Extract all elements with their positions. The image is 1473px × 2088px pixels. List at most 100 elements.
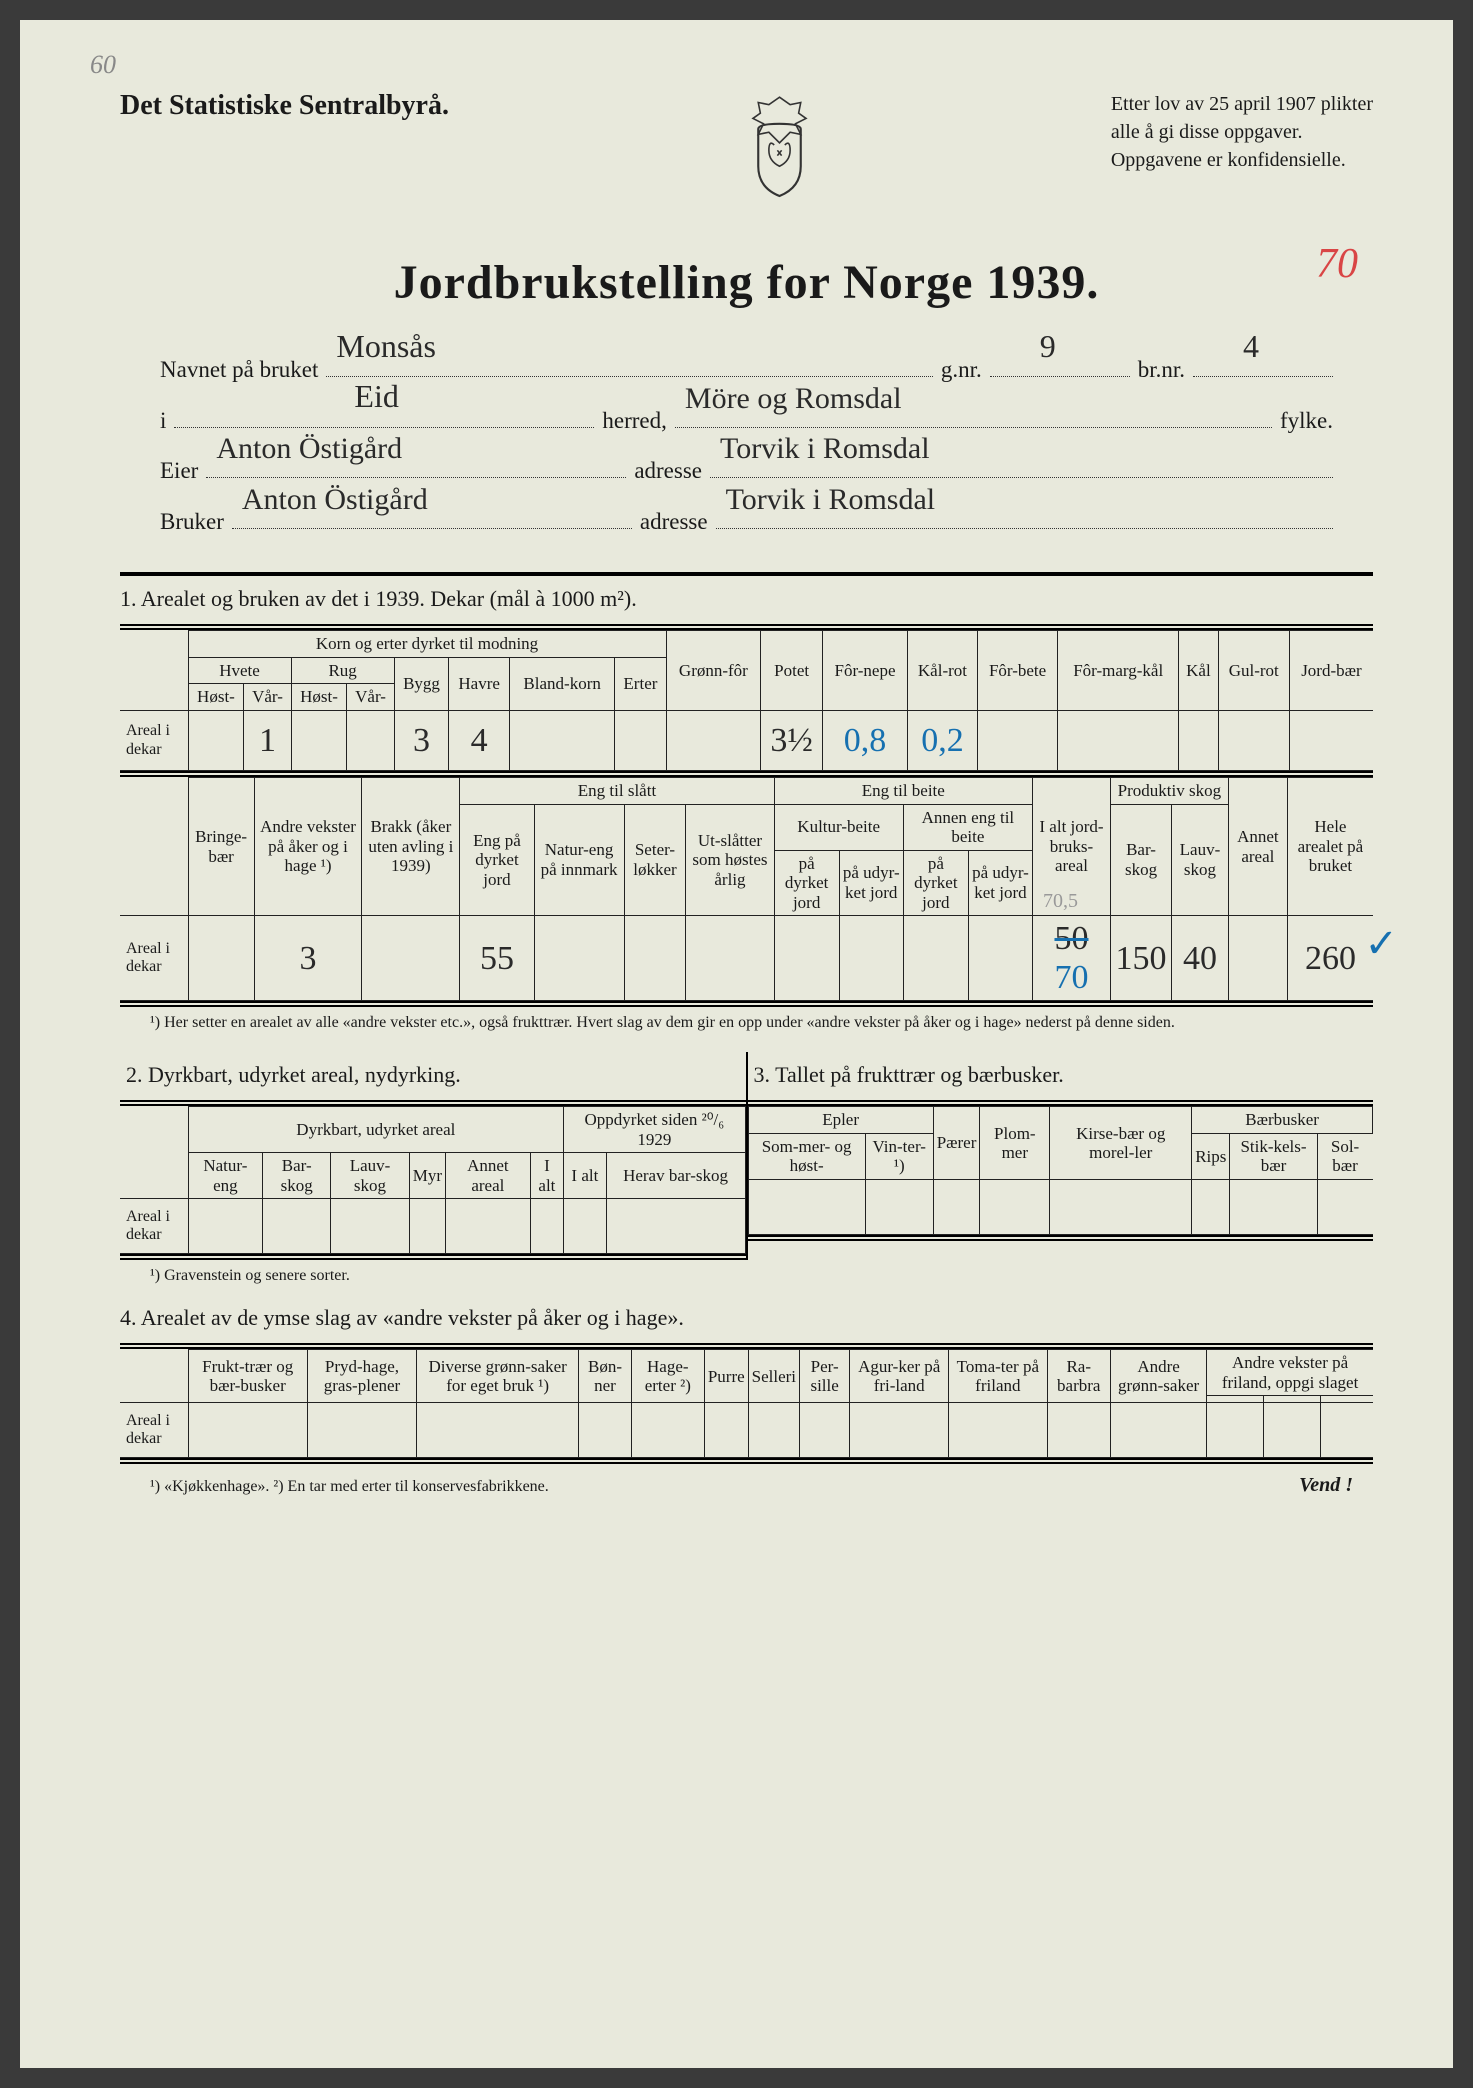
th-korn: Korn og erter dyrket til modning xyxy=(188,631,666,658)
header-legal-line2: alle å gi disse oppgaver. xyxy=(1111,118,1373,146)
th-annet-areal: Annet areal xyxy=(1228,778,1287,916)
header-agency: Det Statistiske Sentralbyrå. xyxy=(120,90,449,122)
th-ialt2: I alt xyxy=(530,1153,564,1199)
table1b: Bringe-bær Andre vekster på åker og i ha… xyxy=(120,777,1373,1001)
th-ialt2b: I alt xyxy=(564,1153,606,1199)
value-gnr: 9 xyxy=(1040,311,1056,381)
cell-ialt: 50 70 xyxy=(1033,916,1111,1001)
th-solbaer: Sol-bær xyxy=(1317,1133,1372,1179)
th-kalrot: Kål-rot xyxy=(907,631,977,711)
th-annet2: Annet areal xyxy=(446,1153,531,1199)
th-annen-beite: Annen eng til beite xyxy=(903,804,1032,850)
th-prod-skog: Produktiv skog xyxy=(1110,778,1228,805)
th-andre-gronn: Andre grønn-saker xyxy=(1110,1350,1206,1403)
cell-eng-dyrket: 55 xyxy=(460,916,534,1001)
th-host2: Høst- xyxy=(291,684,347,711)
th-diverse: Diverse grønn-saker for eget bruk ¹) xyxy=(417,1350,579,1403)
cell-barskog: 150 xyxy=(1110,916,1171,1001)
value-brnr: 4 xyxy=(1243,311,1259,381)
th-eng-dyrket: Eng på dyrket jord xyxy=(460,804,534,916)
header-legal-line1: Etter lov av 25 april 1907 plikter xyxy=(1111,90,1373,118)
label-i: i xyxy=(160,396,166,447)
label-brnr: br.nr. xyxy=(1138,345,1185,396)
th-myr: Myr xyxy=(409,1153,445,1199)
th-bringebaer: Bringe-bær xyxy=(188,778,254,916)
th-andre-vekster: Andre vekster på åker og i hage ¹) xyxy=(254,778,362,916)
th-seterlokker: Seter-løkker xyxy=(624,804,686,916)
main-title: Jordbrukstelling for Norge 1939. xyxy=(120,255,1373,310)
pencil-mark-topleft: 60 xyxy=(90,50,116,80)
th-pa-udyrket2: på udyr-ket jord xyxy=(968,850,1032,916)
th-frukt: Frukt-trær og bær-busker xyxy=(188,1350,307,1403)
label-eier-adresse: adresse xyxy=(634,446,702,497)
section4-title: 4. Arealet av de ymse slag av «andre vek… xyxy=(120,1305,1373,1331)
th-prydhage: Pryd-hage, gras-plener xyxy=(307,1350,416,1403)
footnote3: ¹) Gravenstein og senere sorter. xyxy=(150,1266,1373,1287)
row-label-areal1: Areal i dekar xyxy=(120,711,188,771)
th-potet: Potet xyxy=(761,631,823,711)
label-navnet: Navnet på bruket xyxy=(160,345,318,396)
label-gnr: g.nr. xyxy=(941,345,982,396)
cell-hele: 260 xyxy=(1305,940,1356,977)
th-paerer: Pærer xyxy=(933,1107,980,1180)
th-ialt-jb: I alt jord-bruks-areal70,5 xyxy=(1033,778,1111,916)
th-rips: Rips xyxy=(1192,1133,1230,1179)
th-natureng2: Natur-eng xyxy=(188,1153,263,1199)
th-plommer: Plom-mer xyxy=(980,1107,1050,1180)
th-eng-slatt: Eng til slått xyxy=(460,778,774,805)
table3: Epler Pærer Plom-mer Kirse-bær og morel-… xyxy=(748,1106,1374,1235)
cell-potet: 3½ xyxy=(761,711,823,771)
table2: Dyrkbart, udyrket areal Oppdyrket siden … xyxy=(120,1106,746,1254)
th-forbete: Fôr-bete xyxy=(977,631,1057,711)
header-legal-line3: Oppgavene er konfidensielle. xyxy=(1111,146,1373,174)
th-dyrkbart: Dyrkbart, udyrket areal xyxy=(188,1107,564,1153)
th-fornepe: Fôr-nepe xyxy=(823,631,908,711)
cell-havre: 4 xyxy=(449,711,510,771)
label-bruker-adresse: adresse xyxy=(640,497,708,548)
th-var2: Vår- xyxy=(347,684,394,711)
th-pa-udyrket1: på udyr-ket jord xyxy=(839,850,903,916)
th-vinter: Vin-ter- ¹) xyxy=(865,1133,933,1179)
value-bruker: Anton Östigård xyxy=(242,467,428,533)
row-label-areal3: Areal i dekar xyxy=(120,1199,188,1254)
th-pa-dyrket2: på dyrket jord xyxy=(903,850,968,916)
header-row: Det Statistiske Sentralbyrå. Etter lov a… xyxy=(120,90,1373,200)
label-fylke: fylke. xyxy=(1280,396,1333,447)
double-rule xyxy=(120,1001,1373,1007)
divider-thick xyxy=(120,572,1373,576)
th-utslatter: Ut-slåtter som høstes årlig xyxy=(686,804,774,916)
cell-andre: 3 xyxy=(254,916,362,1001)
farm-info-block: Navnet på bruket Monsås g.nr. 9 br.nr. 4… xyxy=(160,345,1333,547)
th-kulturbeite: Kultur-beite xyxy=(774,804,903,850)
section1-title: 1. Arealet og bruken av det i 1939. Deka… xyxy=(120,586,1373,612)
cell-bygg: 3 xyxy=(394,711,449,771)
coat-of-arms-icon xyxy=(737,90,822,200)
section3-title: 3. Tallet på frukttrær og bærbusker. xyxy=(748,1062,1374,1088)
th-herav-barskog: Herav bar-skog xyxy=(606,1153,745,1199)
th-agurker: Agur-ker på fri-land xyxy=(850,1350,949,1403)
th-rabarbra: Ra-barbra xyxy=(1047,1350,1110,1403)
th-bonner: Bøn-ner xyxy=(579,1350,632,1403)
th-selleri: Selleri xyxy=(748,1350,799,1403)
th-brakk: Brakk (åker uten avling i 1939) xyxy=(362,778,460,916)
th-hageerter: Hage-erter ²) xyxy=(631,1350,704,1403)
th-epler: Epler xyxy=(748,1107,933,1134)
th-formargkal: Fôr-marg-kål xyxy=(1058,631,1179,711)
row-label-areal2: Areal i dekar xyxy=(120,916,188,1001)
th-purre: Purre xyxy=(704,1350,748,1403)
th-eng-beite: Eng til beite xyxy=(774,778,1032,805)
th-baerbusker: Bærbusker xyxy=(1192,1107,1373,1134)
footnote1: ¹) Her setter en arealet av alle «andre … xyxy=(150,1013,1373,1034)
th-gronnfor: Grønn-fôr xyxy=(666,631,761,711)
label-eier: Eier xyxy=(160,446,198,497)
cell-fornepe: 0,8 xyxy=(823,711,908,771)
th-blandkorn: Bland-korn xyxy=(509,657,614,710)
th-oppdyrket: Oppdyrket siden ²⁰/₆ 1929 xyxy=(564,1107,745,1153)
cell-lauvskog: 40 xyxy=(1172,916,1229,1001)
th-havre: Havre xyxy=(449,657,510,710)
th-lauvskog2: Lauv-skog xyxy=(331,1153,410,1199)
th-pa-dyrket1: på dyrket jord xyxy=(774,850,839,916)
th-gulrot: Gul-rot xyxy=(1218,631,1289,711)
th-var1: Vår- xyxy=(244,684,291,711)
th-hvete: Hvete xyxy=(188,657,291,684)
